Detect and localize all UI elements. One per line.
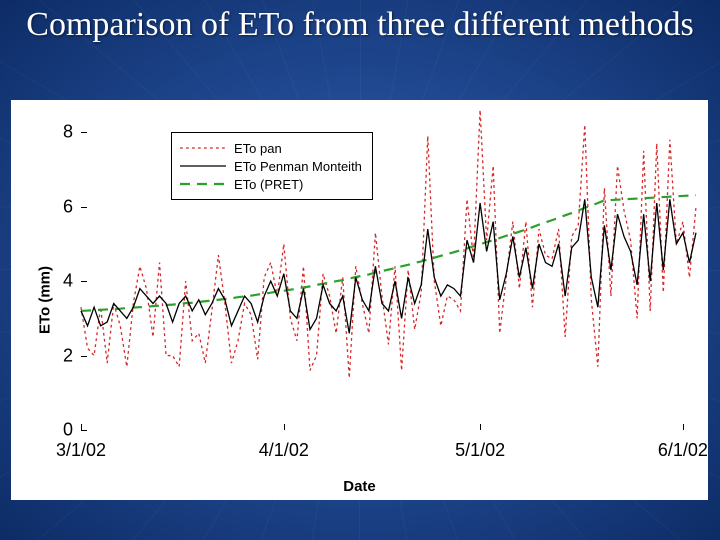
x-axis-label: Date	[343, 478, 376, 495]
x-tick-label: 3/1/02	[56, 440, 106, 461]
x-tick-label: 6/1/02	[658, 440, 708, 461]
legend-label: ETo pan	[234, 141, 282, 156]
y-tick-label: 8	[63, 122, 73, 143]
y-axis-label: ETo (mm)	[37, 266, 54, 334]
series-pm	[81, 199, 696, 333]
legend-swatch	[178, 141, 228, 155]
legend-row-pan: ETo pan	[178, 139, 362, 157]
y-tick-label: 6	[63, 196, 73, 217]
legend-swatch	[178, 159, 228, 173]
plot-area: ETo panETo Penman MonteithETo (PRET) 024…	[81, 110, 696, 430]
y-tick-mark	[81, 430, 87, 431]
legend-label: ETo (PRET)	[234, 177, 303, 192]
chart-panel: ETo (mm) Date ETo pan ETo Penman Monteith…	[11, 100, 708, 500]
x-tick-label: 5/1/02	[455, 440, 505, 461]
y-tick-label: 0	[63, 420, 73, 441]
legend: ETo pan ETo Penman Monteith ETo (PRET)	[171, 132, 373, 200]
legend-row-pm: ETo Penman Monteith	[178, 157, 362, 175]
legend-row-pret: ETo (PRET)	[178, 175, 362, 193]
series-pret	[81, 195, 696, 311]
x-tick-mark	[683, 424, 684, 430]
x-tick-mark	[81, 424, 82, 430]
y-tick-label: 2	[63, 345, 73, 366]
legend-label: ETo Penman Monteith	[234, 159, 362, 174]
legend-swatch	[178, 177, 228, 191]
y-tick-mark	[81, 281, 87, 282]
x-tick-mark	[284, 424, 285, 430]
y-tick-mark	[81, 356, 87, 357]
y-tick-label: 4	[63, 271, 73, 292]
slide-title: Comparison of ETo from three different m…	[0, 4, 720, 47]
x-tick-mark	[480, 424, 481, 430]
x-tick-label: 4/1/02	[259, 440, 309, 461]
y-tick-mark	[81, 207, 87, 208]
y-tick-mark	[81, 132, 87, 133]
